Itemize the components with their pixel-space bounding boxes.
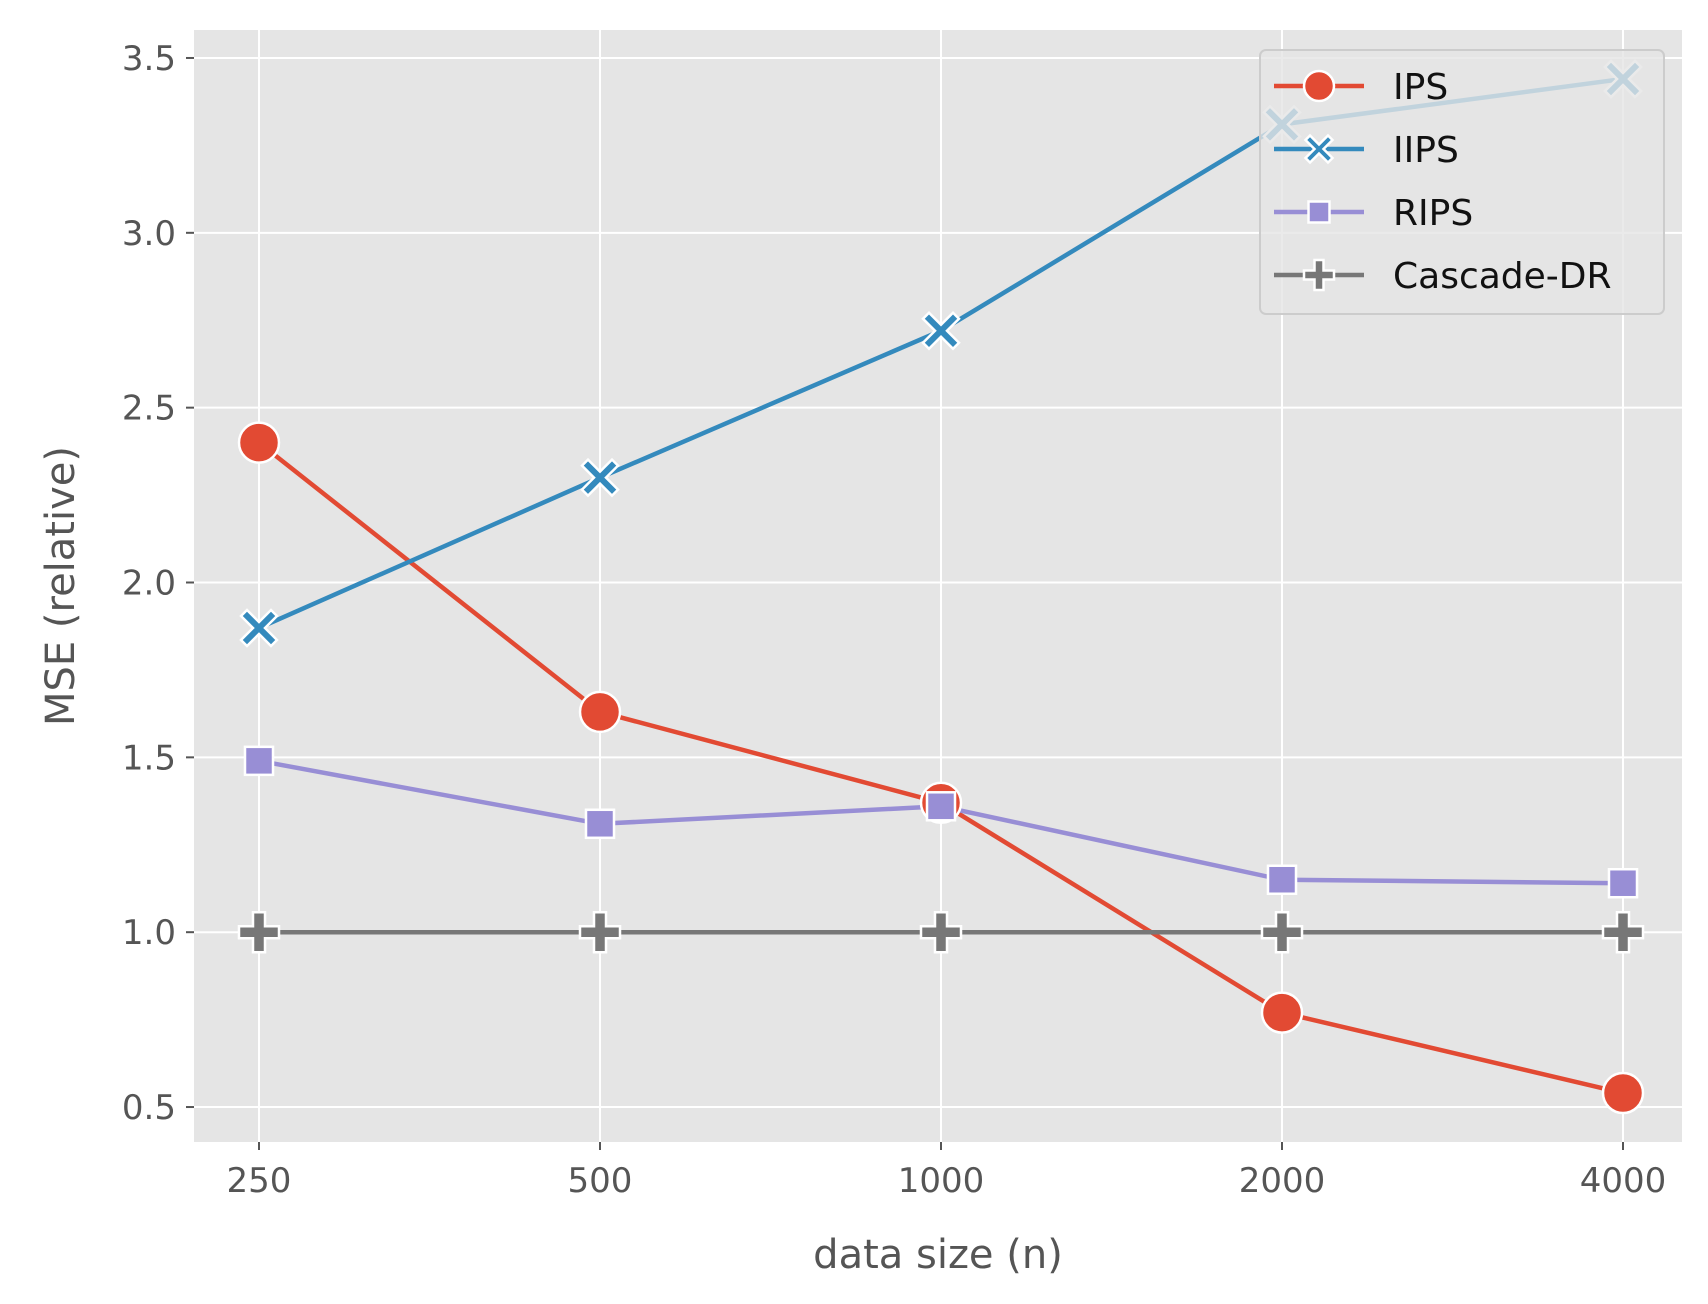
- legend-label: RIPS: [1393, 193, 1473, 234]
- legend-item-rips: RIPS: [1274, 193, 1473, 234]
- x-tick-label: 4000: [1580, 1161, 1667, 1201]
- legend: IPS IIPS RIPS Cascade-DR: [1259, 49, 1665, 315]
- legend-item-ips: IPS: [1274, 67, 1448, 108]
- y-axis-ticks: 0.5 1.0 1.5 2.0 2.5 3.0 3.5: [122, 39, 194, 1128]
- legend-marker: [1302, 258, 1336, 292]
- y-tick-label: 3.5: [122, 39, 176, 79]
- series-points-rips: [243, 745, 1639, 899]
- data-point: [237, 421, 281, 464]
- x-axis-ticks: 250 500 1000 2000 4000: [227, 1142, 1667, 1201]
- x-axis-label: data size (n): [813, 1232, 1063, 1278]
- y-tick-label: 2.5: [122, 389, 176, 429]
- data-point: [239, 608, 279, 648]
- data-point: [925, 791, 957, 822]
- y-axis-label: MSE (relative): [38, 446, 84, 726]
- data-point: [1601, 910, 1645, 954]
- data-point: [919, 910, 963, 954]
- data-point: [921, 310, 961, 351]
- data-point: [584, 808, 616, 840]
- data-point: [1260, 910, 1304, 954]
- data-point: [1260, 991, 1304, 1034]
- x-tick-label: 500: [568, 1161, 633, 1201]
- y-tick-label: 1.0: [122, 913, 176, 953]
- series-points-cascade-dr: [237, 910, 1645, 954]
- legend-label: Cascade-DR: [1393, 256, 1612, 297]
- legend-marker: [1302, 69, 1336, 103]
- y-tick-label: 0.5: [122, 1088, 176, 1128]
- data-point: [1607, 867, 1639, 899]
- y-tick-label: 3.0: [122, 214, 176, 254]
- data-point: [578, 690, 622, 734]
- legend-label: IPS: [1393, 67, 1448, 108]
- legend-marker: [1307, 200, 1331, 224]
- legend-marker: [1303, 133, 1335, 165]
- legend-frame: [1259, 49, 1665, 315]
- x-tick-label: 250: [227, 1161, 292, 1201]
- x-tick-label: 1000: [898, 1161, 985, 1201]
- data-point: [1601, 1071, 1645, 1115]
- data-point: [243, 745, 275, 777]
- data-point: [580, 457, 620, 498]
- data-point: [1266, 864, 1298, 895]
- y-tick-label: 1.5: [122, 738, 176, 778]
- series-markers: [237, 59, 1645, 1115]
- legend-item-cascade-dr: Cascade-DR: [1274, 256, 1612, 297]
- legend-item-iips: IIPS: [1274, 130, 1459, 171]
- legend-label: IIPS: [1393, 130, 1459, 171]
- x-tick-label: 2000: [1239, 1161, 1326, 1201]
- y-tick-label: 2.0: [122, 564, 176, 604]
- data-point: [578, 910, 622, 954]
- data-point: [237, 910, 281, 954]
